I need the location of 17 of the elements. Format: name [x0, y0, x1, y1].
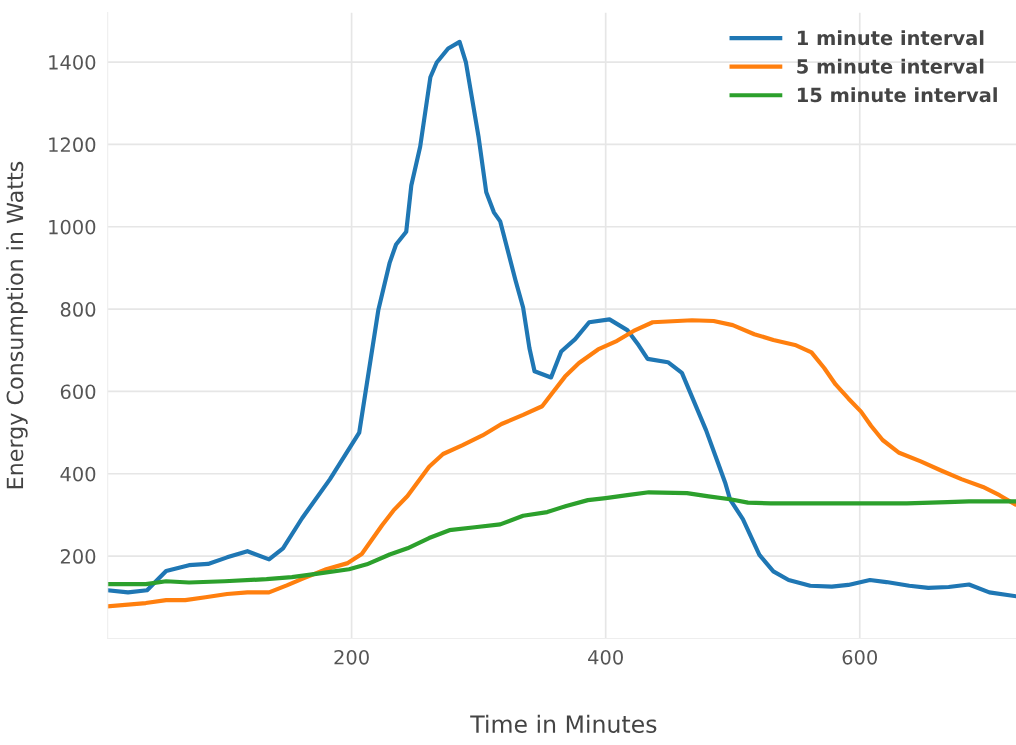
- line-series: [107, 318, 1016, 609]
- y-tick-label: 1000: [49, 219, 96, 235]
- y-tick-label: 800: [60, 302, 96, 317]
- x-axis-title: Time in Minutes: [470, 714, 657, 733]
- y-tick-label: 200: [60, 549, 96, 564]
- x-tick-label: 400: [588, 649, 623, 665]
- y-axis-title: Energy Consumption in Watts: [6, 161, 28, 489]
- legend-label: 15 minute interval: [797, 87, 997, 103]
- legend-label: 1 minute interval: [797, 30, 984, 46]
- line-series: [107, 490, 1016, 587]
- y-tick-label: 600: [60, 384, 96, 400]
- y-tick-label: 400: [60, 466, 96, 482]
- legend-label: 5 minute interval: [797, 58, 984, 74]
- y-tick-label: 1200: [49, 137, 96, 153]
- y-tick-label: 1400: [49, 55, 96, 70]
- x-tick-label: 200: [334, 649, 369, 665]
- x-tick-label: 600: [842, 649, 878, 665]
